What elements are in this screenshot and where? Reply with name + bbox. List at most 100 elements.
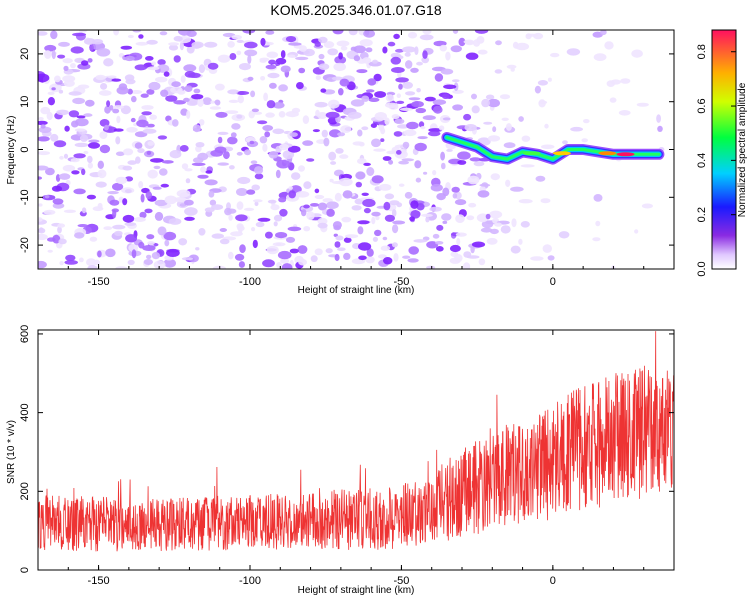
noise-blob [357,129,363,137]
noise-blob [251,184,260,191]
noise-blob [124,222,137,227]
noise-blob [180,75,186,83]
noise-blob [355,181,362,188]
noise-blob [89,236,98,242]
noise-blob [173,100,186,105]
noise-blob [236,39,244,44]
noise-blob [259,57,270,62]
noise-blob [154,199,168,207]
noise-blob [634,229,639,234]
noise-blob [430,183,443,192]
noise-blob [442,220,448,224]
noise-blob [518,238,523,245]
noise-blob [609,97,617,103]
noise-blob [301,209,307,217]
noise-blob [166,249,180,257]
noise-blob [550,52,560,58]
noise-blob [343,237,352,243]
noise-blob [464,124,477,132]
noise-blob [428,131,441,137]
noise-blob [186,110,191,119]
noise-blob [372,59,378,64]
noise-blob [96,48,111,57]
noise-blob [40,124,46,129]
noise-blob [450,45,462,53]
noise-blob [511,218,517,228]
noise-blob [382,156,392,161]
y-tick-label: -10 [19,189,31,205]
x-tick-label: -100 [239,575,261,587]
noise-blob [88,139,100,143]
noise-blob [179,145,189,152]
noise-blob [390,56,401,65]
noise-blob [109,105,114,111]
noise-blob [476,213,489,223]
noise-blob [257,217,271,222]
noise-blob [362,198,376,208]
noise-blob [477,49,488,55]
noise-blob [185,178,191,184]
noise-blob [157,226,167,236]
colorbar-tick-label: 0.4 [696,153,708,168]
noise-blob [352,141,365,146]
noise-blob [51,185,63,192]
noise-blob [287,226,302,232]
noise-blob [339,78,350,87]
noise-blob [138,241,145,249]
signal-hotspot [616,152,635,157]
noise-blob [217,131,229,135]
noise-blob [107,75,117,79]
noise-blob [490,173,500,181]
noise-blob [365,89,375,93]
noise-blob [338,88,344,96]
noise-blob [558,231,570,239]
noise-blob [126,127,138,133]
noise-blob [50,133,59,142]
noise-blob [424,96,436,102]
noise-blob [227,89,240,95]
noise-blob [171,81,181,88]
noise-blob [125,234,138,243]
noise-blob [436,224,444,231]
noise-blob [62,164,76,172]
noise-blob [112,182,124,191]
noise-blob [263,92,268,102]
noise-blob [303,48,315,57]
noise-blob [112,108,120,114]
noise-blob [198,228,206,236]
colorbar-tick-label: 0.6 [696,98,708,113]
noise-blob [230,231,243,237]
noise-blob [99,90,112,96]
noise-blob [73,153,86,159]
noise-blob [249,140,255,145]
noise-blob [378,183,392,191]
noise-blob [477,190,490,198]
noise-blob [74,142,89,148]
noise-blob [278,111,286,118]
spectrogram-noise-blobs [38,30,665,269]
noise-blob [38,217,43,222]
noise-blob [159,31,168,36]
noise-blob [107,191,119,195]
noise-blob [377,254,387,259]
noise-blob [178,238,188,246]
noise-blob [251,227,256,232]
noise-blob [303,226,311,232]
noise-blob [325,248,333,254]
noise-blob [486,237,498,245]
y-tick-label: 200 [19,482,31,500]
noise-blob [115,151,125,157]
noise-blob [139,211,147,219]
noise-blob [361,192,369,196]
noise-blob [191,94,204,100]
noise-blob [47,97,56,106]
noise-blob [314,41,321,47]
noise-blob [358,242,372,251]
noise-blob [112,209,117,219]
noise-blob [363,162,371,166]
noise-blob [398,183,405,187]
noise-blob [317,202,328,211]
noise-blob [130,117,136,123]
noise-blob [473,161,485,167]
noise-blob [592,237,601,242]
